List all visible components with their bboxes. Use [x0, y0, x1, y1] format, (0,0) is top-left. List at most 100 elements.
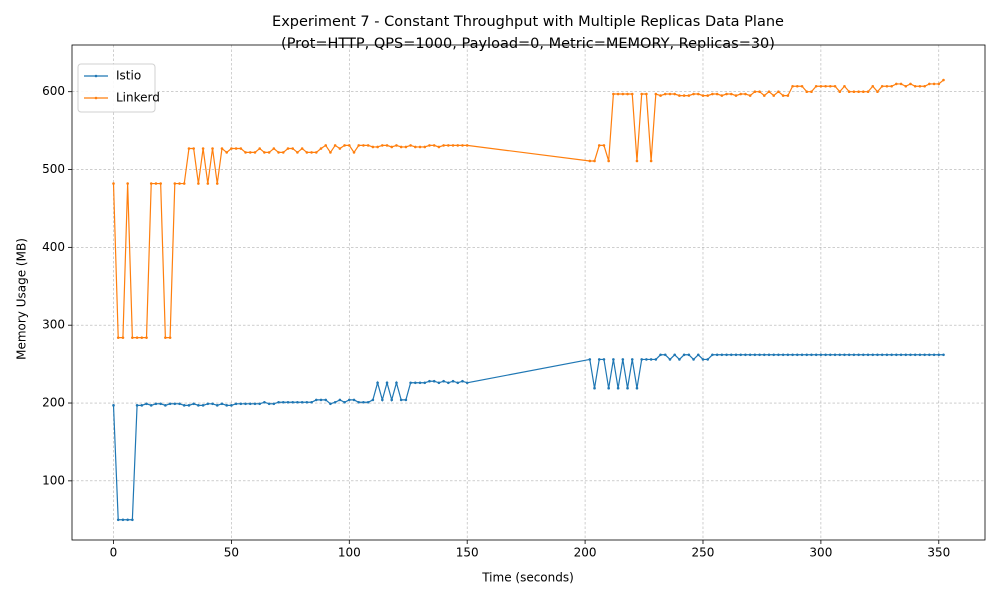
- data-point: [447, 381, 450, 385]
- data-point: [923, 353, 926, 357]
- data-point: [192, 147, 195, 150]
- data-point: [206, 182, 210, 185]
- data-point: [437, 145, 441, 149]
- data-point: [347, 398, 351, 402]
- data-point: [220, 147, 224, 150]
- data-point: [145, 336, 148, 339]
- data-point: [121, 518, 125, 522]
- data-point: [395, 144, 398, 147]
- data-point: [319, 398, 323, 402]
- data-point: [932, 82, 936, 86]
- data-point: [696, 353, 700, 357]
- data-point: [715, 353, 719, 357]
- data-point: [343, 400, 346, 404]
- data-point: [201, 147, 205, 150]
- data-point: [885, 353, 889, 357]
- data-point: [187, 147, 191, 150]
- data-point: [928, 353, 931, 357]
- data-point: [324, 144, 328, 147]
- data-point: [942, 353, 945, 357]
- data-point: [824, 353, 827, 357]
- data-point: [729, 353, 733, 357]
- data-point: [432, 144, 436, 147]
- data-point: [281, 400, 285, 404]
- data-point: [895, 353, 898, 357]
- data-point: [602, 144, 606, 147]
- data-point: [159, 402, 162, 406]
- data-point: [909, 353, 912, 357]
- chart-title: Experiment 7 - Constant Throughput with …: [272, 14, 784, 30]
- data-point: [687, 353, 691, 357]
- data-point: [131, 336, 134, 339]
- data-point: [890, 84, 893, 88]
- x-tick-label: 350: [927, 546, 950, 560]
- data-point: [810, 90, 813, 93]
- data-point: [352, 398, 356, 402]
- data-point: [442, 379, 445, 383]
- data-point: [758, 90, 761, 93]
- data-point: [734, 94, 738, 97]
- y-axis-label: Memory Usage (MB): [15, 238, 29, 360]
- data-point: [744, 353, 747, 357]
- data-point: [635, 386, 639, 390]
- data-point: [409, 144, 412, 147]
- data-point: [300, 400, 304, 404]
- data-point: [310, 400, 313, 404]
- data-point: [281, 151, 285, 154]
- data-point: [465, 381, 469, 385]
- data-point: [314, 398, 318, 402]
- data-point: [206, 402, 210, 406]
- data-point: [862, 90, 865, 93]
- data-point: [701, 358, 705, 361]
- data-point: [215, 182, 219, 185]
- data-point: [678, 358, 681, 361]
- data-point: [871, 353, 875, 357]
- data-point: [786, 353, 790, 357]
- data-point: [852, 353, 856, 357]
- data-point: [357, 400, 361, 404]
- data-point: [296, 151, 299, 154]
- data-point: [239, 147, 243, 150]
- data-point: [659, 94, 662, 97]
- data-point: [272, 147, 276, 150]
- data-point: [880, 84, 884, 88]
- data-point: [366, 400, 370, 404]
- data-point: [918, 353, 922, 357]
- data-point: [593, 159, 596, 163]
- data-point: [362, 400, 365, 404]
- data-point: [267, 151, 271, 154]
- data-point: [758, 353, 761, 357]
- x-tick-label: 0: [110, 546, 118, 560]
- data-point: [645, 92, 648, 96]
- data-point: [423, 381, 427, 385]
- data-point: [866, 90, 870, 93]
- data-point: [135, 404, 139, 407]
- y-tick-label: 200: [42, 396, 65, 410]
- data-point: [847, 353, 851, 357]
- data-point: [248, 151, 252, 154]
- data-point: [178, 402, 181, 406]
- data-point: [729, 92, 733, 96]
- x-tick-label: 200: [574, 546, 597, 560]
- data-point: [673, 92, 676, 96]
- data-point: [366, 144, 370, 147]
- data-point: [258, 147, 261, 150]
- data-point: [833, 353, 837, 357]
- data-point: [461, 144, 464, 147]
- data-point: [942, 78, 945, 82]
- data-point: [338, 147, 342, 150]
- data-point: [772, 94, 776, 97]
- data-point: [300, 147, 304, 150]
- data-point: [116, 518, 120, 522]
- data-point: [616, 386, 620, 390]
- data-point: [112, 404, 115, 407]
- data-point: [852, 90, 856, 93]
- data-point: [244, 151, 247, 154]
- data-point: [239, 402, 243, 406]
- data-point: [734, 353, 738, 357]
- data-point: [649, 159, 653, 163]
- data-point: [673, 353, 676, 357]
- data-point: [748, 94, 752, 97]
- data-point: [182, 404, 186, 407]
- data-point: [616, 92, 620, 96]
